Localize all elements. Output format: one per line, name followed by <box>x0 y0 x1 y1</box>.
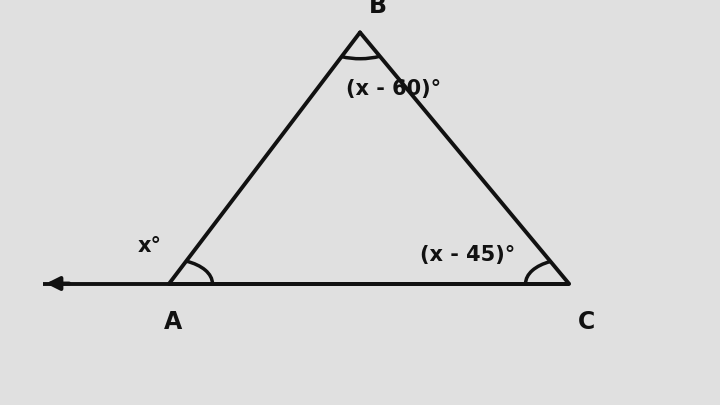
Text: C: C <box>578 310 595 334</box>
Text: A: A <box>163 310 182 334</box>
Text: (x - 45)°: (x - 45)° <box>420 245 515 265</box>
Text: (x - 60)°: (x - 60)° <box>346 79 441 99</box>
Text: x°: x° <box>138 236 162 256</box>
Text: B: B <box>369 0 387 18</box>
